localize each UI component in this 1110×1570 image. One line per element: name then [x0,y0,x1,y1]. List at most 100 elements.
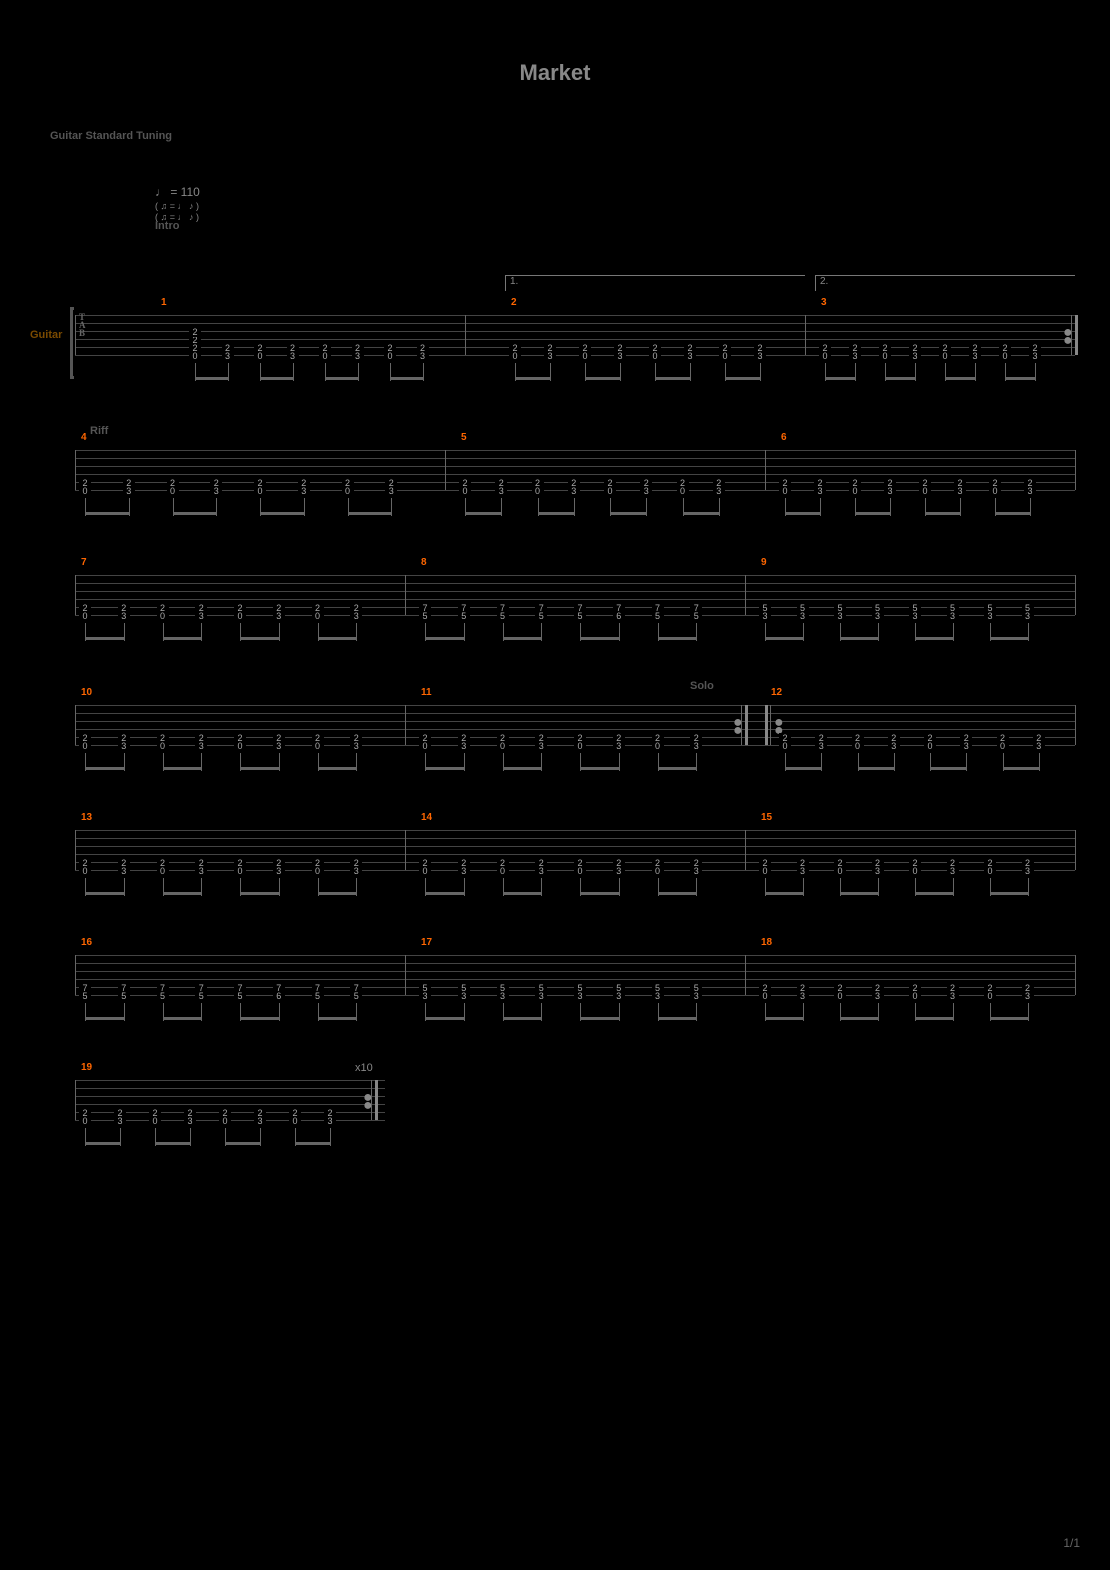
tab-staff: 1320232023202320231420232023202320231520… [75,830,1075,878]
tab-fret: 5 [497,611,509,621]
tab-fret: 3 [690,991,702,1001]
tab-fret: 3 [872,611,884,621]
tab-fret: 3 [969,351,981,361]
tab-fret: 5 [652,611,664,621]
tab-staff: 102023202320232023112023202320232023●●12… [75,705,1075,753]
tab-fret: 0 [879,351,891,361]
tab-fret: 3 [273,611,285,621]
tab-fret: 0 [157,741,169,751]
tab-fret: 3 [118,611,130,621]
tab-fret: 3 [797,866,809,876]
tab-fret: 3 [195,741,207,751]
tab-fret: 0 [989,486,1001,496]
tab-fret: 6 [613,611,625,621]
tab-fret: 3 [184,1116,196,1126]
tab-fret: 0 [157,611,169,621]
tab-fret: 3 [1033,741,1045,751]
tab-fret: 3 [1022,991,1034,1001]
tab-fret: 0 [779,486,791,496]
measure-number: 14 [421,812,432,823]
measure-number: 15 [761,812,772,823]
tab-fret: 3 [947,991,959,1001]
tab-fret: 3 [254,1116,266,1126]
tab-fret: 3 [350,611,362,621]
measure-number: 19 [81,1062,92,1073]
tab-fret: 0 [719,351,731,361]
tab-fret: 3 [759,611,771,621]
measure-number: 1 [161,297,167,308]
tab-fret: 0 [909,991,921,1001]
tab-fret: 3 [960,741,972,751]
tab-fret: 3 [273,866,285,876]
tab-fret: 0 [384,351,396,361]
tab-fret: 0 [834,991,846,1001]
tab-fret: 5 [234,991,246,1001]
tab-clef: TAB [79,313,86,337]
tab-fret: 0 [312,741,324,751]
tab-fret: 5 [458,611,470,621]
tab-fret: 3 [210,486,222,496]
measure-number: 12 [771,687,782,698]
tab-fret: 3 [652,991,664,1001]
tab-fret: 3 [1029,351,1041,361]
tab-system: 102023202320232023112023202320232023●●12… [75,705,1075,753]
tab-fret: 3 [535,866,547,876]
tab-fret: 3 [458,866,470,876]
tab-fret: 3 [298,486,310,496]
section-label: Solo [690,680,714,692]
tab-fret: 3 [568,486,580,496]
tab-staff: 1675757575757675751753535353535353531820… [75,955,1075,1003]
tab-staff: 4202320232023202352023202320232023620232… [75,450,1075,498]
tab-fret: 5 [312,991,324,1001]
tab-fret: 0 [319,351,331,361]
measure-number: 10 [81,687,92,698]
tab-fret: 0 [79,611,91,621]
tab-fret: 0 [254,486,266,496]
tab-fret: 0 [497,866,509,876]
tab-fret: 3 [385,486,397,496]
tab-fret: 3 [690,741,702,751]
tab-fret: 5 [574,611,586,621]
tab-fret: 3 [684,351,696,361]
tab-fret: 5 [157,991,169,1001]
tab-fret: 3 [909,351,921,361]
tab-fret: 0 [652,866,664,876]
tab-fret: 0 [79,866,91,876]
tab-fret: 3 [947,866,959,876]
tab-fret: 0 [459,486,471,496]
tab-fret: 0 [604,486,616,496]
measure-number: 2 [511,297,517,308]
tab-fret: 3 [954,486,966,496]
tab-fret: 5 [195,991,207,1001]
tab-system: 4202320232023202352023202320232023620232… [75,450,1075,498]
tab-fret: 2 [189,327,201,337]
tab-fret: 5 [79,991,91,1001]
measure-number: 6 [781,432,787,443]
tab-fret: 0 [984,866,996,876]
tab-fret: 0 [419,741,431,751]
tab-fret: 0 [254,351,266,361]
tab-fret: 0 [574,741,586,751]
tab-fret: 3 [273,741,285,751]
tab-fret: 0 [234,741,246,751]
tab-fret: 3 [195,611,207,621]
tab-fret: 3 [287,351,299,361]
tab-fret: 5 [350,991,362,1001]
measure-number: 11 [421,687,432,698]
tab-fret: 0 [984,991,996,1001]
tab-fret: 3 [222,351,234,361]
tab-fret: 3 [495,486,507,496]
tab-fret: 0 [149,1116,161,1126]
tab-fret: 0 [509,351,521,361]
tab-fret: 3 [419,991,431,1001]
tab-fret: 3 [713,486,725,496]
tab-fret: 6 [273,991,285,1001]
tab-fret: 3 [123,486,135,496]
tab-staff: TAB1.2.122202320232023202322023202320232… [75,315,1075,363]
tab-fret: 0 [234,611,246,621]
tab-fret: 0 [999,351,1011,361]
tab-fret: 3 [613,741,625,751]
tab-staff: x10192023202320232023●● [75,1080,385,1128]
tab-fret: 3 [984,611,996,621]
tab-fret: 5 [690,611,702,621]
